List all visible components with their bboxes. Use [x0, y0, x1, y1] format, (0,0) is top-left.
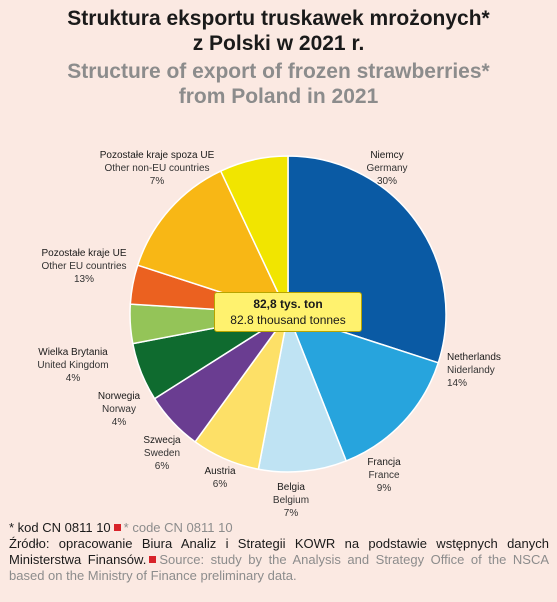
slice-label-primary: Pozostałe kraje spoza UE [100, 150, 215, 161]
pie-slice-pozosta-e-kraje-ue [136, 170, 290, 316]
slice-label-percent: 14% [447, 378, 467, 389]
slice-label-percent: 7% [150, 176, 165, 187]
red-square-icon [149, 556, 157, 563]
slice-label-secondary: Other non-EU countries [104, 163, 209, 174]
slice-label-primary: Szwecja [143, 435, 181, 446]
slice-label: Niemcy Germany 30% [366, 150, 407, 187]
source-note: Źródło: opracowanie Biura Analiz i Strat… [9, 536, 549, 584]
slice-label-primary: Pozostałe kraje UE [41, 248, 126, 259]
slice-label: Pozostałe kraje UE Other EU countries 13% [41, 248, 126, 285]
slice-label-percent: 13% [74, 274, 94, 285]
slice-label-percent: 30% [377, 176, 397, 187]
slice-label-secondary: Germany [366, 163, 407, 174]
slice-label-primary: Netherlands [447, 352, 501, 363]
pie-chart: Niemcy Germany 30% Netherlands Niderlandy 14%… [37, 150, 501, 519]
slice-label: Belgia Belgium 7% [273, 482, 309, 519]
pie-slice-pozosta-e-kraje-spoza-ue [219, 155, 289, 315]
slice-label: Austria 6% [204, 466, 236, 490]
slice-label-primary: Norwegia [98, 391, 141, 402]
source-en: Source: study by the Analysis and Strate… [9, 552, 549, 583]
slice-label-primary: Austria [204, 466, 236, 477]
slice-label: Pozostałe kraje spoza UE Other non-EU cou… [100, 150, 215, 187]
slice-label-secondary: France [368, 470, 400, 481]
slice-label: Netherlands Niderlandy 14% [447, 352, 501, 389]
slice-label-primary: Francja [367, 457, 401, 468]
red-square-icon [113, 524, 121, 531]
slice-label-percent: 6% [213, 479, 228, 490]
slice-label-secondary: Belgium [273, 495, 309, 506]
title-en-line1: Structure of export of frozen strawberri… [67, 60, 490, 83]
title-pl-line1: Struktura eksportu truskawek mrożonych* [67, 7, 490, 30]
footer: * kod CN 0811 10 * code CN 0811 10 Źródło… [9, 520, 549, 584]
pie-slice-francja [257, 311, 348, 473]
footnote: * kod CN 0811 10 * code CN 0811 10 [9, 520, 549, 536]
title-en-line2: from Poland in 2021 [178, 85, 379, 108]
title-block: Struktura eksportu truskawek mrożonych* … [0, 6, 557, 109]
slice-label-percent: 4% [66, 373, 81, 384]
source-pl: Źródło: opracowanie Biura Analiz i Strat… [9, 536, 549, 567]
total-en: 82.8 thousand tonnes [230, 313, 346, 327]
slice-label-secondary: Norway [102, 404, 136, 415]
pie-slice-netherlands [286, 312, 440, 462]
footnote-en: * code CN 0811 10 [123, 520, 233, 535]
slice-label-primary: Belgia [277, 482, 305, 493]
slice-label: Norwegia Norway 4% [98, 391, 141, 428]
footnote-pl: * kod CN 0811 10 [9, 520, 111, 535]
slice-label-percent: 6% [155, 461, 170, 472]
slice-label-percent: 7% [284, 508, 299, 519]
slice-label: Wielka Brytania United Kingdom 4% [37, 347, 108, 384]
title-pl-line2: z Polski w 2021 r. [192, 32, 365, 55]
slice-label: Francja France 9% [367, 457, 401, 494]
slice-label-percent: 9% [377, 483, 392, 494]
slice-label-secondary: Niderlandy [447, 365, 495, 376]
slice-label-secondary: United Kingdom [37, 360, 108, 371]
slice-label: Szwecja Sweden 6% [143, 435, 181, 472]
slice-label-percent: 4% [112, 417, 127, 428]
slice-label-primary: Wielka Brytania [38, 347, 108, 358]
total-pl: 82,8 tys. ton [253, 297, 323, 311]
slice-label-secondary: Sweden [144, 448, 180, 459]
slice-label-secondary: Other EU countries [41, 261, 126, 272]
slice-label-primary: Niemcy [370, 150, 403, 161]
total-box: 82,8 tys. ton 82.8 thousand tonnes [214, 292, 362, 332]
